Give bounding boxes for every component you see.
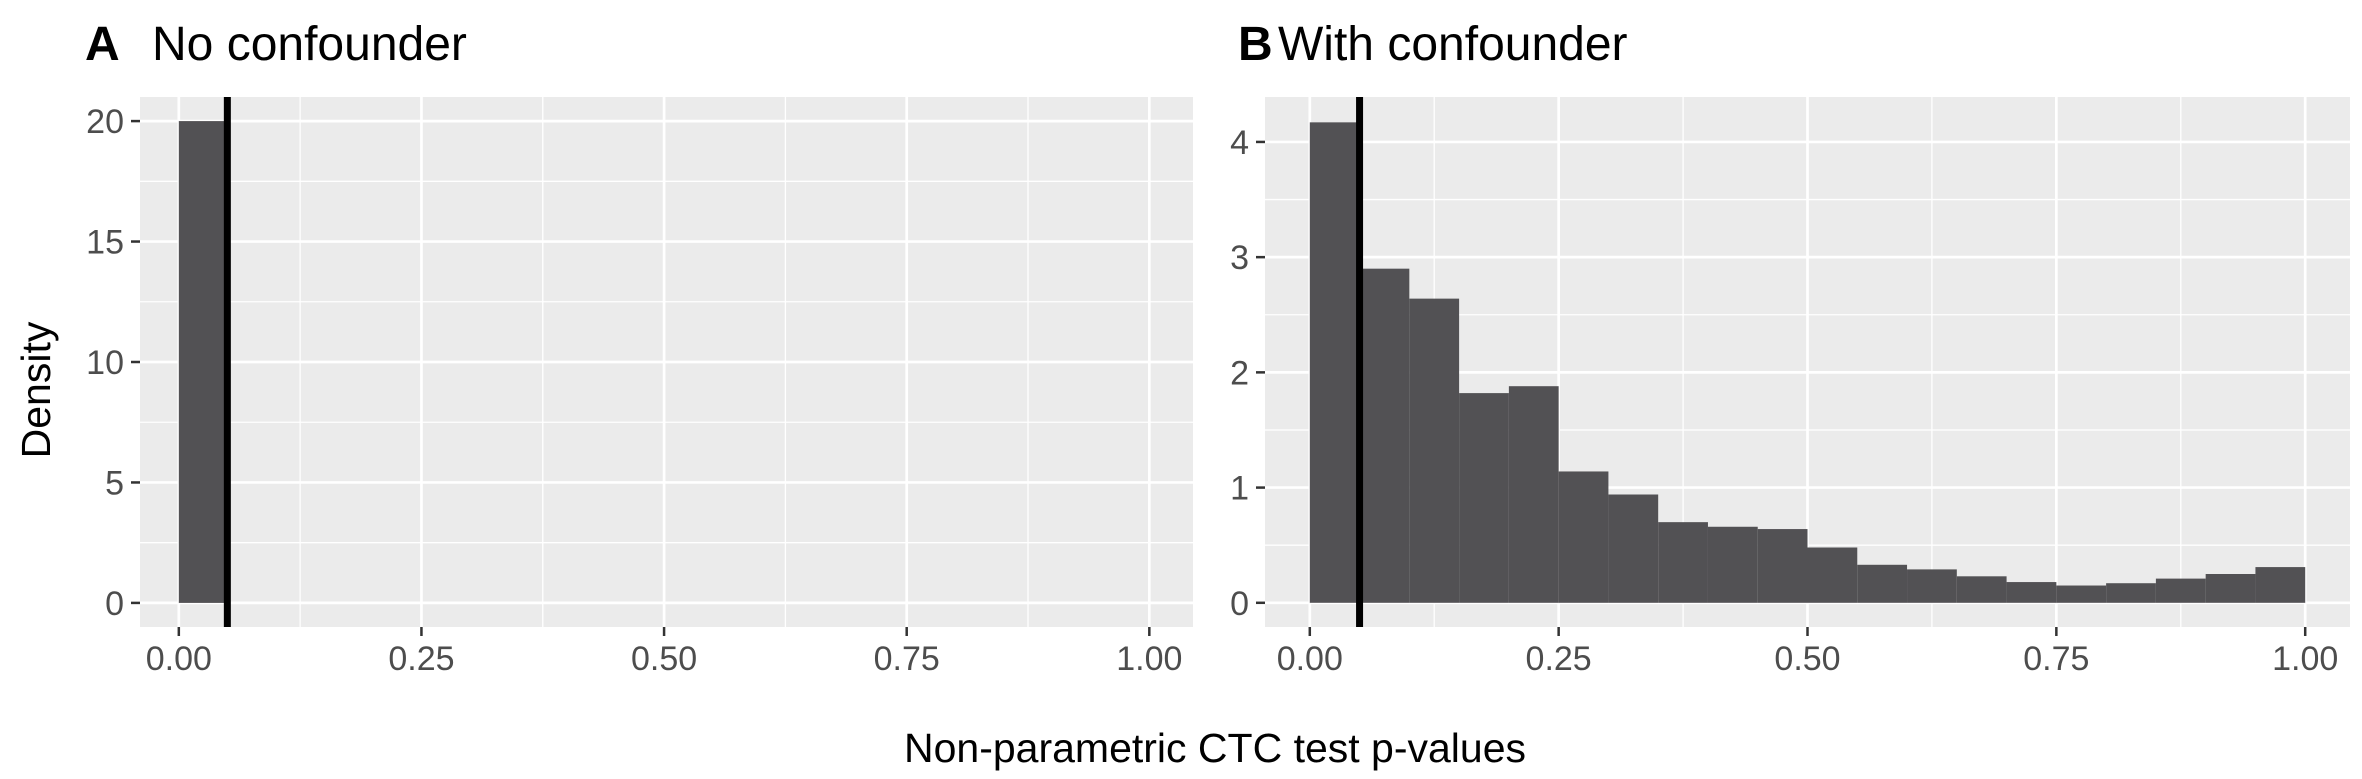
panel-b-title: With confounder <box>1278 18 1628 71</box>
histogram-bar <box>2006 582 2057 603</box>
histogram-bar <box>1558 471 1609 603</box>
y-tick-label: 3 <box>1230 239 1249 277</box>
histogram-bar <box>1807 547 1858 603</box>
y-tick-label: 1 <box>1230 470 1249 508</box>
x-tick-label: 0.50 <box>1774 640 1840 678</box>
histogram-bar <box>1309 122 1360 603</box>
histogram-bar <box>2056 585 2107 603</box>
histogram-bar <box>2106 583 2156 603</box>
histogram-bar <box>2155 578 2206 603</box>
x-tick-label: 0.00 <box>1277 640 1343 678</box>
x-tick-label: 1.00 <box>2272 640 2338 678</box>
x-tick-label: 0.75 <box>874 640 940 678</box>
histogram-bar <box>1907 569 1957 603</box>
histogram-bar <box>1757 529 1808 603</box>
x-tick-label: 0.00 <box>146 640 212 678</box>
histogram-bar <box>1956 576 2007 603</box>
y-tick-label: 0 <box>1230 585 1249 623</box>
histogram-bar <box>1459 393 1509 603</box>
histogram-bar <box>2255 567 2306 603</box>
x-tick-label: 0.25 <box>1526 640 1592 678</box>
x-axis-label: Non-parametric CTC test p-values <box>904 725 1526 771</box>
histogram-bar <box>1409 298 1460 603</box>
panel-a-tag: A <box>85 18 120 71</box>
panel-a: A No confounder 0.00 0.25 0.50 0.75 1.00 0 5 10… <box>85 18 1193 678</box>
histogram-bar <box>1508 386 1559 603</box>
x-tick-label: 1.00 <box>1116 640 1182 678</box>
histogram-bar <box>1707 526 1758 603</box>
x-tick-label: 0.50 <box>631 640 697 678</box>
histogram-bar <box>1658 522 1708 603</box>
histogram-bar <box>1608 494 1659 603</box>
panel-a-title: No confounder <box>152 18 467 71</box>
histogram-bar <box>1857 564 1908 603</box>
histogram-bar <box>2205 574 2256 603</box>
y-tick-label: 0 <box>105 585 124 623</box>
x-tick-label: 0.75 <box>2023 640 2089 678</box>
y-tick-label: 15 <box>86 224 124 262</box>
panel-b-tag: B <box>1238 18 1273 71</box>
y-tick-label: 2 <box>1230 354 1249 392</box>
y-tick-label: 20 <box>86 103 124 141</box>
y-tick-label: 5 <box>105 464 124 502</box>
y-axis-label: Density <box>13 321 59 458</box>
panel-b: B With confounder 0.00 0.25 0.50 0.75 1.00 0 1… <box>1230 18 2350 678</box>
histogram-bar <box>178 121 228 603</box>
x-tick-label: 0.25 <box>388 640 454 678</box>
y-tick-label: 10 <box>86 344 124 382</box>
histogram-bar <box>1359 268 1410 603</box>
y-tick-label: 4 <box>1230 124 1249 162</box>
